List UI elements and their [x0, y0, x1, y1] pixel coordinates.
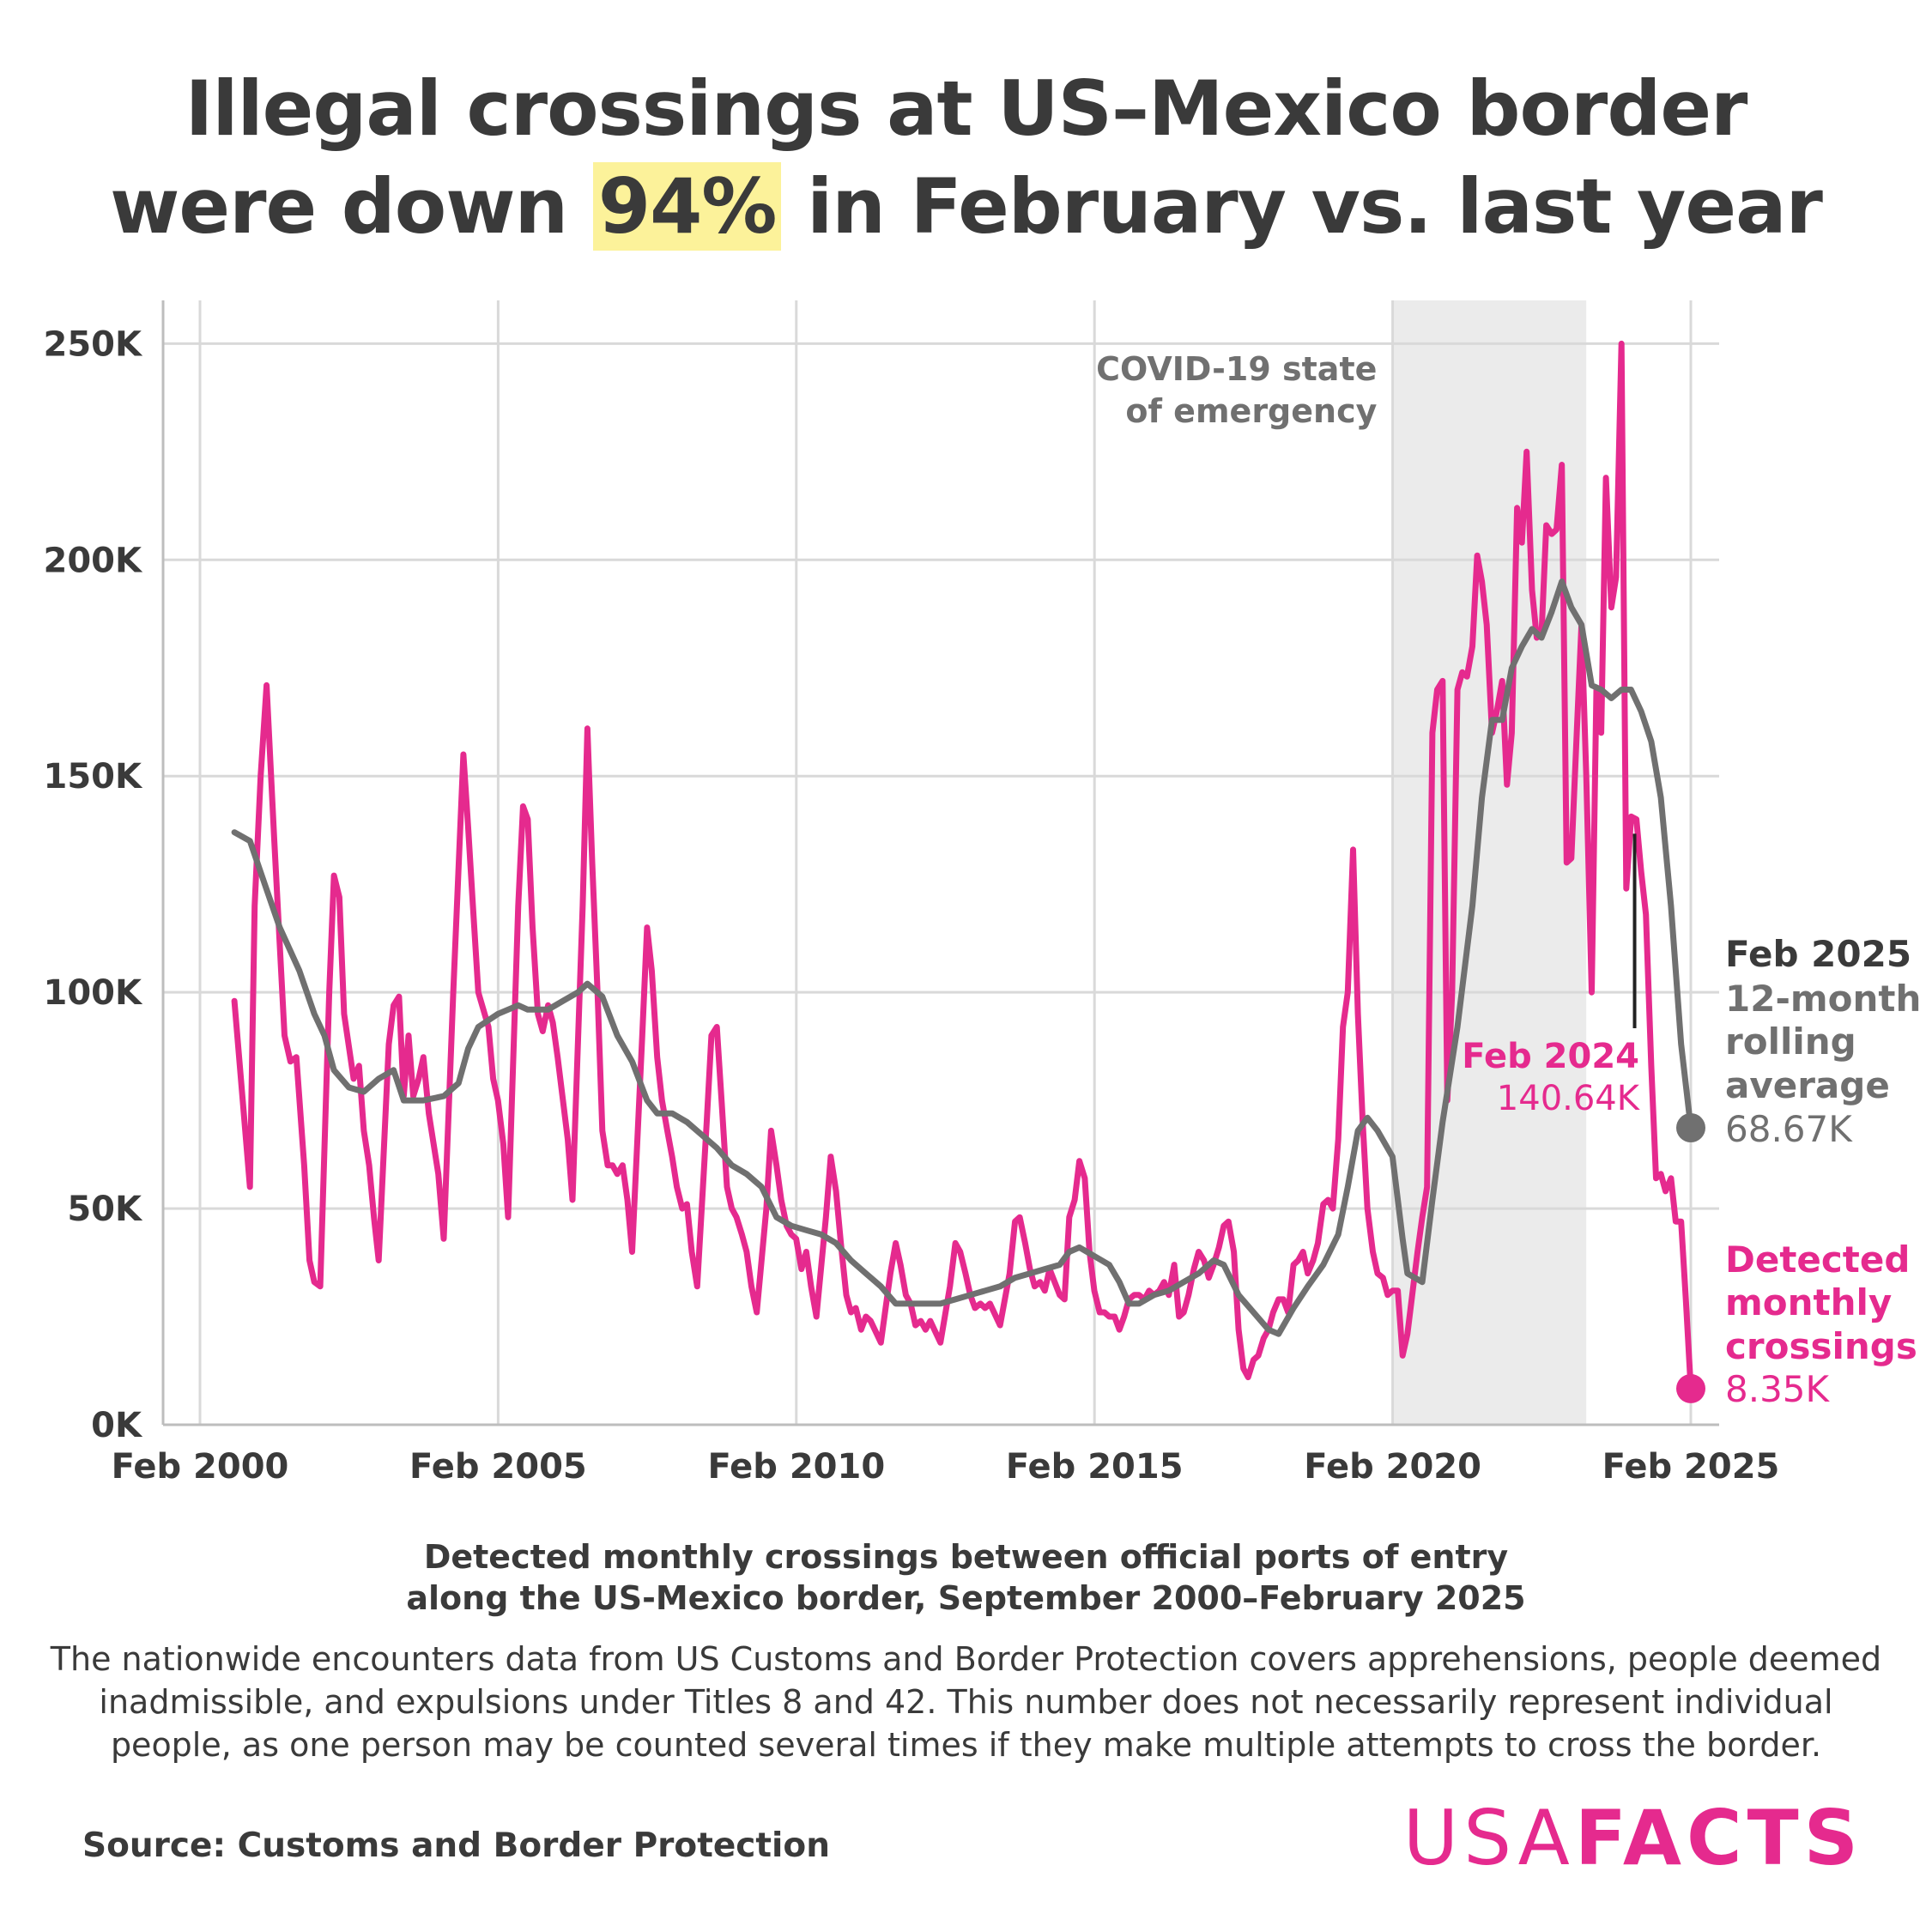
title-highlight-percent: 94% — [592, 162, 782, 251]
covid-label-line-2: of emergency — [1125, 392, 1377, 430]
methodology-note: The nationwide encounters data from US C… — [50, 1640, 1882, 1764]
title-line-2-pre: were down — [110, 162, 593, 251]
x-tick-labels: Feb 2000 Feb 2005 Feb 2010 Feb 2015 Feb 2020… — [112, 1447, 1780, 1487]
y-tick-label: 0K — [91, 1406, 143, 1445]
y-tick-label: 250K — [44, 324, 143, 364]
covid-shaded-region — [1392, 300, 1587, 1425]
y-tick-label: 50K — [67, 1190, 143, 1229]
monthly-label-line-2: monthly — [1725, 1281, 1892, 1323]
source-credit: Source: Customs and Border Protection — [82, 1826, 830, 1865]
feb-2024-label: Feb 2024 — [1462, 1037, 1639, 1076]
monthly-label-line-1: Detected — [1725, 1239, 1910, 1281]
title-line-2-post: in February vs. last year — [781, 162, 1823, 251]
subtitle-line-2: along the US-Mexico border, September 20… — [406, 1579, 1526, 1617]
series-line-monthly-crossings — [231, 340, 1694, 1392]
monthly-label-line-3: crossings — [1725, 1325, 1917, 1367]
y-tick-label: 200K — [44, 541, 143, 580]
series-line-rolling-average — [231, 578, 1694, 1337]
monthly-crossings-end-point — [1676, 1373, 1705, 1403]
logo-facts: FACTS — [1574, 1794, 1863, 1882]
feb-2024-value: 140.64K — [1497, 1079, 1641, 1118]
rolling-label-line-3: average — [1725, 1064, 1890, 1106]
title-line-2: were down 94% in February vs. last year — [0, 158, 1932, 256]
y-tick-label: 150K — [44, 757, 143, 796]
rolling-label-line-2: rolling — [1725, 1021, 1856, 1063]
usafacts-logo: USAFACTS — [1403, 1794, 1863, 1882]
title-line-1: Illegal crossings at US–Mexico border — [185, 64, 1748, 153]
subtitle-line-1: Detected monthly crossings between offic… — [423, 1538, 1509, 1576]
chart-title: Illegal crossings at US–Mexico border we… — [0, 60, 1932, 256]
rolling-average-end-point — [1676, 1113, 1705, 1143]
x-tick-label: Feb 2025 — [1602, 1447, 1780, 1487]
y-tick-label: 100K — [44, 973, 143, 1013]
covid-label-line-1: COVID-19 state — [1096, 350, 1377, 388]
x-tick-label: Feb 2005 — [409, 1447, 587, 1487]
x-tick-label: Feb 2015 — [1006, 1447, 1184, 1487]
logo-usa: USA — [1402, 1794, 1575, 1882]
x-tick-label: Feb 2000 — [112, 1447, 289, 1487]
x-tick-label: Feb 2020 — [1304, 1447, 1481, 1487]
rolling-label-heading: Feb 2025 — [1725, 933, 1911, 975]
monthly-value-label: 8.35K — [1725, 1368, 1831, 1410]
x-tick-label: Feb 2010 — [707, 1447, 885, 1487]
chart-subtitle: Detected monthly crossings between offic… — [0, 1536, 1932, 1619]
rolling-label-line-1: 12-month — [1725, 978, 1921, 1020]
y-tick-labels: 0K 50K 100K 150K 200K 250K — [44, 324, 144, 1445]
rolling-value-label: 68.67K — [1725, 1108, 1853, 1150]
